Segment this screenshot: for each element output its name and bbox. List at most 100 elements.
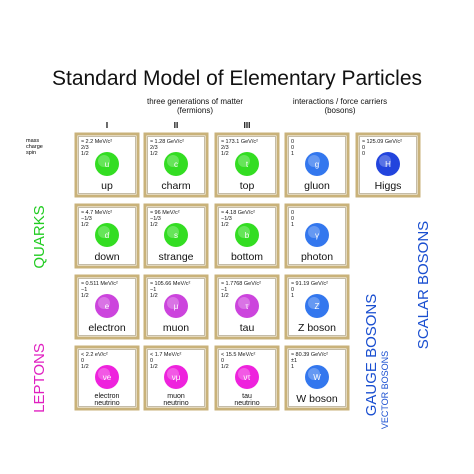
particle-charge: 0 xyxy=(81,358,84,364)
particle-ball-glow xyxy=(98,297,110,309)
gauge-bosons-label: GAUGE BOSONS xyxy=(363,294,380,417)
particle-cell: ≈ 1.28 GeV/c²2/31/2 c charm xyxy=(143,132,209,198)
particle-ball-glow xyxy=(238,368,250,380)
particle-charge: −1/3 xyxy=(221,216,232,222)
cell-border xyxy=(355,132,421,198)
particle-ball-glow xyxy=(98,368,110,380)
particle-ball xyxy=(164,223,188,247)
particle-symbol: t xyxy=(246,160,249,169)
row-key: mass xyxy=(26,138,39,144)
particle-name: charm xyxy=(161,180,190,192)
particle-symbol: νμ xyxy=(172,373,181,382)
particle-cell: ≈ 80.39 GeV/c²±11 W W boson xyxy=(284,345,350,411)
cell-inner xyxy=(78,136,136,194)
particle-spin: 1/2 xyxy=(150,151,158,157)
fermions-heading: (fermions) xyxy=(177,106,213,115)
particle-mass: < 2.2 eV/c² xyxy=(81,352,108,358)
row-key: spin xyxy=(26,150,36,156)
particle-spin: 1/2 xyxy=(221,222,229,228)
particle-symbol: g xyxy=(315,160,319,169)
particle-symbol: e xyxy=(105,302,110,311)
particle-charge: −1 xyxy=(81,287,87,293)
cell-inner xyxy=(218,207,276,265)
cell-inner xyxy=(359,136,417,194)
particle-ball xyxy=(164,365,188,389)
particle-symbol: μ xyxy=(174,302,179,311)
particle-ball-glow xyxy=(308,155,320,167)
particle-mass: 0 xyxy=(291,210,294,216)
particle-mass: ≈ 125.09 GeV/c² xyxy=(362,139,402,145)
particle-spin: 1/2 xyxy=(221,293,229,299)
particle-spin: 1/2 xyxy=(81,364,89,370)
particle-symbol: s xyxy=(174,231,178,240)
particle-ball-glow xyxy=(167,297,179,309)
particle-spin: 1/2 xyxy=(221,364,229,370)
particle-ball xyxy=(95,152,119,176)
particle-charge: −1/3 xyxy=(150,216,161,222)
particle-symbol: u xyxy=(105,160,109,169)
bosons-heading: (bosons) xyxy=(324,106,355,115)
leptons-label: LEPTONS xyxy=(31,343,48,413)
particle-ball xyxy=(95,223,119,247)
particle-ball xyxy=(235,223,259,247)
particle-ball-glow xyxy=(98,155,110,167)
particle-name: Higgs xyxy=(375,180,402,192)
row-key: charge xyxy=(26,144,43,150)
particle-spin: 1/2 xyxy=(150,364,158,370)
particle-ball-glow xyxy=(167,368,179,380)
particle-mass: ≈ 0.511 MeV/c² xyxy=(81,281,118,287)
cell-inner xyxy=(288,278,346,336)
cell-inner xyxy=(288,136,346,194)
particle-symbol: c xyxy=(174,160,178,169)
bosons-heading: interactions / force carriers xyxy=(293,97,387,106)
particle-name: strange xyxy=(158,251,193,263)
particle-symbol: b xyxy=(245,231,250,240)
particle-spin: 1 xyxy=(291,222,294,228)
particle-mass: ≈ 173.1 GeV/c² xyxy=(221,139,258,145)
generation: III xyxy=(244,121,251,130)
particle-spin: 1/2 xyxy=(81,151,89,157)
particle-charge: 0 xyxy=(221,358,224,364)
particle-ball xyxy=(305,223,329,247)
particle-mass: ≈ 1.7768 GeV/c² xyxy=(221,281,261,287)
particle-charge: 2/3 xyxy=(150,145,158,151)
particle-name: neutrino xyxy=(163,400,188,407)
particle-name: tau xyxy=(242,393,252,400)
cell-inner xyxy=(147,136,205,194)
particle-mass: ≈ 96 MeV/c² xyxy=(150,210,180,216)
particle-ball-glow xyxy=(238,226,250,238)
particle-spin: 1 xyxy=(291,364,294,370)
generation: I xyxy=(106,121,108,130)
fermions-heading: three generations of matter xyxy=(147,97,243,106)
cell-inner xyxy=(218,136,276,194)
title: Standard Model of Elementary Particles xyxy=(52,67,422,90)
particle-charge: ±1 xyxy=(291,358,297,364)
cell-inner xyxy=(288,207,346,265)
particle-ball xyxy=(235,152,259,176)
particle-ball xyxy=(376,152,400,176)
particle-symbol: νe xyxy=(103,373,112,382)
particle-charge: −1 xyxy=(221,287,227,293)
vector-bosons-label: VECTOR BOSONS xyxy=(380,351,390,429)
scalar-bosons-label: SCALAR BOSONS xyxy=(415,221,432,349)
particle-spin: 1/2 xyxy=(150,293,158,299)
particle-name: electron xyxy=(88,322,126,334)
particle-mass: ≈ 4.18 GeV/c² xyxy=(221,210,255,216)
particle-spin: 1 xyxy=(291,151,294,157)
particle-cell: ≈ 96 MeV/c²−1/31/2 s strange xyxy=(143,203,209,269)
particle-ball xyxy=(235,365,259,389)
particle-ball xyxy=(95,294,119,318)
particle-ball xyxy=(164,294,188,318)
particle-name: down xyxy=(94,251,119,263)
particle-charge: 0 xyxy=(150,358,153,364)
particle-name: up xyxy=(101,180,113,192)
particle-cell: ≈ 4.7 MeV/c²−1/31/2 d down xyxy=(74,203,140,269)
particle-ball-glow xyxy=(167,155,179,167)
particle-spin: 0 xyxy=(362,151,365,157)
